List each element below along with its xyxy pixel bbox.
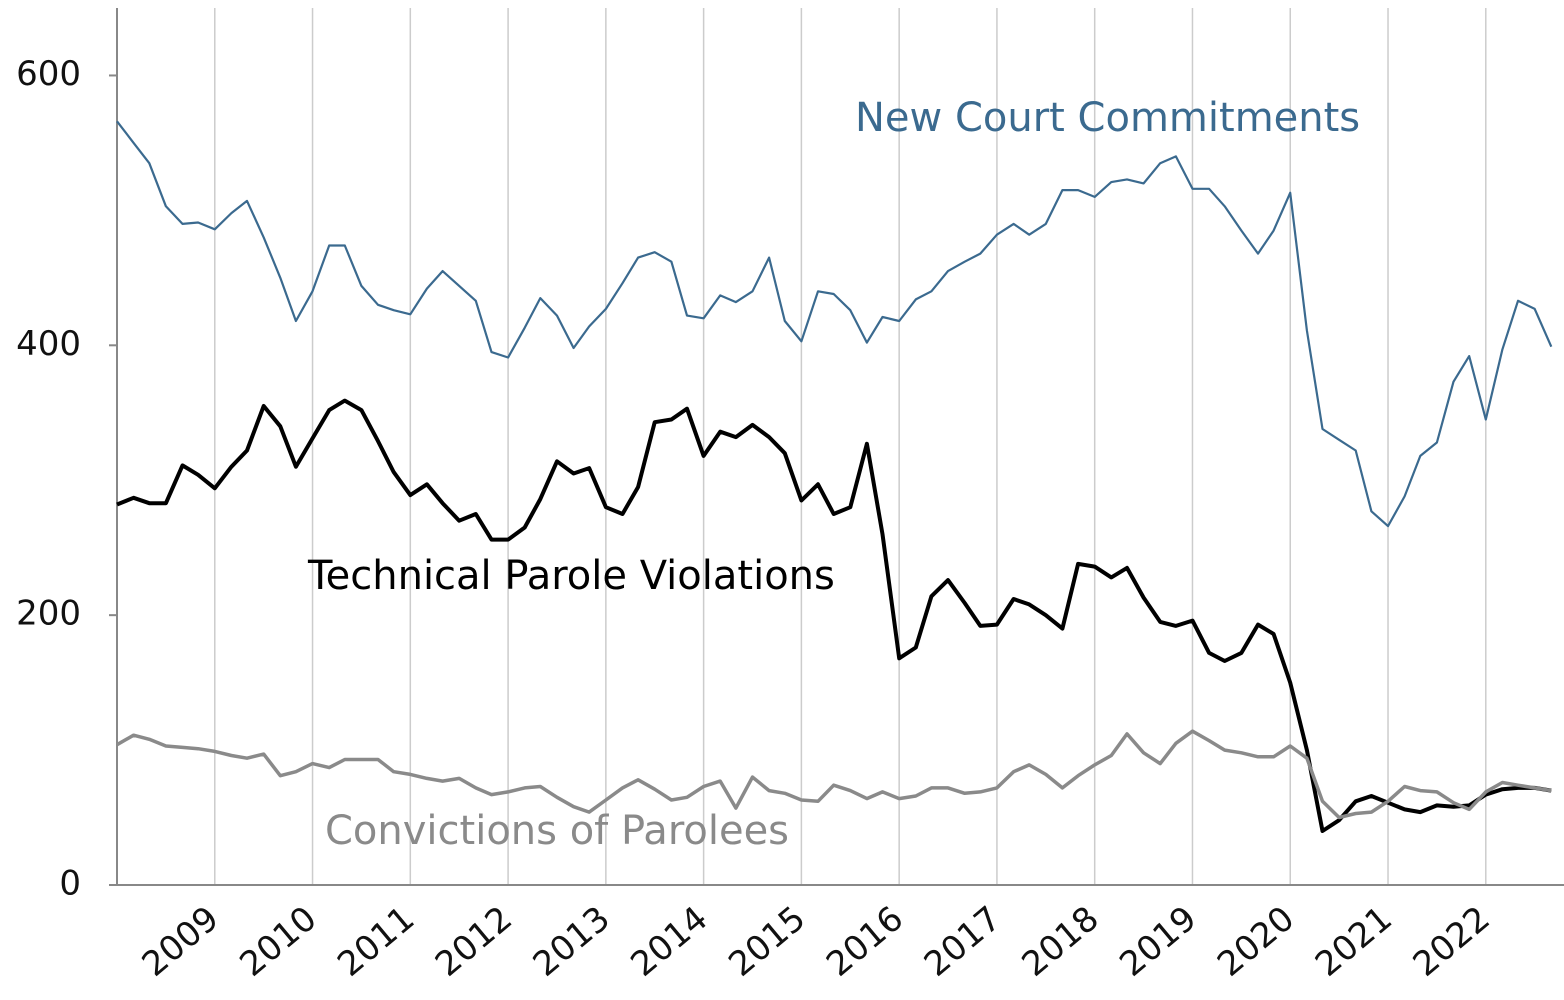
y-tick-label: 600: [16, 54, 81, 94]
x-tick-label: 2019: [1112, 899, 1204, 985]
x-tick-label: 2009: [135, 899, 227, 985]
y-tick-label: 0: [59, 864, 81, 904]
x-tick-label: 2018: [1015, 899, 1107, 985]
x-tick-label: 2021: [1308, 899, 1400, 985]
x-tick-label: 2020: [1210, 899, 1302, 985]
x-tick-label: 2016: [819, 899, 911, 985]
x-tick-label: 2014: [624, 899, 716, 985]
series-line: [116, 120, 1553, 528]
series-label: New Court Commitments: [855, 95, 1360, 141]
series-label: Technical Parole Violations: [307, 553, 835, 599]
series-line: [116, 729, 1552, 820]
y-tick-label: 400: [16, 324, 81, 364]
x-tick-label: 2022: [1406, 899, 1498, 985]
x-tick-label: 2017: [917, 899, 1009, 985]
series-label: Convictions of Parolees: [325, 808, 789, 854]
x-tick-label: 2013: [526, 899, 618, 985]
x-tick-label: 2012: [428, 899, 520, 985]
x-tick-label: 2010: [232, 899, 324, 985]
x-tick-label: 2015: [721, 899, 813, 985]
y-tick-label: 200: [16, 594, 81, 634]
x-tick-label: 2011: [330, 899, 422, 985]
